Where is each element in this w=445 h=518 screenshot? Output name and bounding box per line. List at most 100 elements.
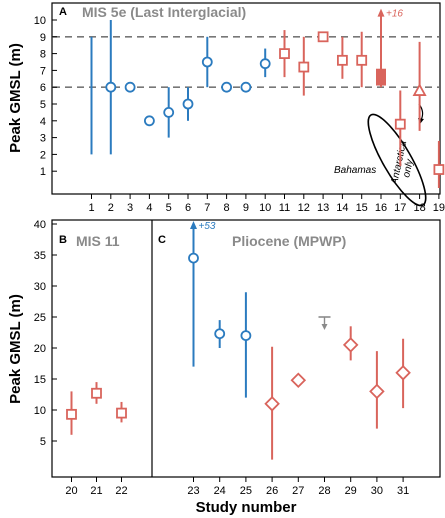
x-tick-label-a: 5 <box>166 202 172 214</box>
arrow-value-label: +16 <box>386 9 403 20</box>
x-tick-label-c: 30 <box>371 485 383 497</box>
square-marker <box>298 61 310 73</box>
circle-marker <box>240 330 252 342</box>
y-tick-label-a: 10 <box>34 15 46 27</box>
y-tick-label-a: 9 <box>40 32 46 44</box>
x-tick-label-a: 9 <box>243 202 249 214</box>
square-marker <box>66 408 77 420</box>
y-tick-label-b: 20 <box>34 343 46 355</box>
panel-c-letter: C <box>158 234 166 246</box>
arrow-value-label: +53 <box>199 221 216 232</box>
x-tick-label-b: 22 <box>115 485 127 497</box>
y-tick-label-b: 15 <box>34 374 46 386</box>
circle-marker <box>105 81 117 93</box>
x-tick-label-a: 15 <box>356 202 368 214</box>
square-marker <box>91 387 102 399</box>
square-marker <box>356 54 368 66</box>
arrow-up-head <box>190 221 197 229</box>
y-tick-label-a: 6 <box>40 82 46 94</box>
x-tick-label-c: 31 <box>397 485 409 497</box>
y-tick-label-b: 30 <box>34 281 46 293</box>
triangle-marker <box>412 83 427 96</box>
diamond-marker <box>290 372 307 389</box>
upper-limit-arrowhead <box>321 324 328 330</box>
y-tick-label-a: 1 <box>40 166 46 178</box>
y-tick-label-a: 5 <box>40 99 46 111</box>
square-marker <box>336 54 348 66</box>
x-tick-label-a: 1 <box>88 202 94 214</box>
circle-marker <box>143 115 155 127</box>
y-axis-label-top: Peak GMSL (m) <box>7 43 24 153</box>
antarctica-only-label: only <box>401 157 416 178</box>
x-tick-label-a: 14 <box>336 202 348 214</box>
circle-marker <box>214 328 226 340</box>
diamond-marker <box>369 383 385 400</box>
x-tick-label-a: 3 <box>127 202 133 214</box>
panel-b-axes: 5 10 15 20 25 30 35 40 20 21 22 <box>34 219 128 497</box>
circle-marker <box>259 58 271 70</box>
x-tick-label-a: 6 <box>185 202 191 214</box>
x-tick-label-c: 25 <box>240 485 252 497</box>
x-axis-label: Study number <box>196 499 297 516</box>
x-tick-label-a: 7 <box>204 202 210 214</box>
x-tick-label-a: 18 <box>413 202 425 214</box>
y-tick-label-b: 5 <box>40 436 46 448</box>
chart-marks: +16 +53 <box>66 8 445 460</box>
circle-marker <box>240 81 252 93</box>
square-marker <box>279 48 290 59</box>
x-tick-label-c: 24 <box>214 485 226 497</box>
circle-marker <box>221 81 233 93</box>
bahamas-label: Bahamas <box>334 165 376 176</box>
y-tick-label-b: 35 <box>34 250 46 262</box>
y-tick-label-a: 7 <box>40 65 46 77</box>
panel-b-title: MIS 11 <box>76 233 120 249</box>
x-tick-label-b: 20 <box>65 485 77 497</box>
square-marker <box>317 31 329 43</box>
x-tick-label-c: 28 <box>318 485 330 497</box>
panel-a-title: MIS 5e (Last Interglacial) <box>82 4 246 20</box>
circle-marker <box>182 98 194 110</box>
circle-marker <box>124 81 136 93</box>
x-tick-label-a: 4 <box>146 202 152 214</box>
y-tick-label-b: 25 <box>34 312 46 324</box>
x-tick-label-a: 16 <box>375 202 387 214</box>
x-tick-label-a: 17 <box>394 202 406 214</box>
x-tick-label-a: 13 <box>317 202 329 214</box>
square-marker <box>116 407 127 419</box>
y-tick-label-a: 8 <box>40 49 46 61</box>
panel-a-letter: A <box>59 6 67 18</box>
x-tick-label-a: 19 <box>433 202 445 214</box>
x-tick-label-c: 27 <box>292 485 304 497</box>
square-marker <box>433 164 445 175</box>
filled-range-rect <box>376 68 386 86</box>
diamond-marker <box>342 337 359 353</box>
panel-c-axes: 23 24 25 26 27 28 29 30 31 <box>187 477 409 497</box>
y-tick-label-a: 3 <box>40 133 46 145</box>
x-tick-label-c: 26 <box>266 485 278 497</box>
x-tick-label-a: 12 <box>298 202 310 214</box>
x-tick-label-a: 8 <box>224 202 230 214</box>
y-tick-label-a: 4 <box>40 116 46 128</box>
panel-c-title: Pliocene (MPWP) <box>232 233 346 249</box>
x-tick-label-c: 29 <box>345 485 357 497</box>
diamond-marker <box>395 365 411 381</box>
circle-marker <box>163 107 175 118</box>
y-axis-label-bottom: Peak GMSL (m) <box>7 294 24 404</box>
circle-marker <box>188 252 199 264</box>
bahamas-ellipse <box>367 113 427 207</box>
y-tick-label-a: 2 <box>40 149 46 161</box>
x-tick-label-b: 21 <box>90 485 102 497</box>
x-tick-label-c: 23 <box>187 485 199 497</box>
arrow-up-head <box>377 8 385 17</box>
diamond-marker <box>264 396 280 412</box>
x-tick-label-a: 11 <box>279 202 290 214</box>
square-marker <box>394 118 406 130</box>
x-tick-label-a: 10 <box>259 202 271 214</box>
circle-marker <box>201 56 213 68</box>
y-tick-label-b: 10 <box>34 405 46 417</box>
panel-b-letter: B <box>59 234 67 246</box>
y-tick-label-b: 40 <box>34 219 46 231</box>
x-tick-label-a: 2 <box>108 202 114 214</box>
